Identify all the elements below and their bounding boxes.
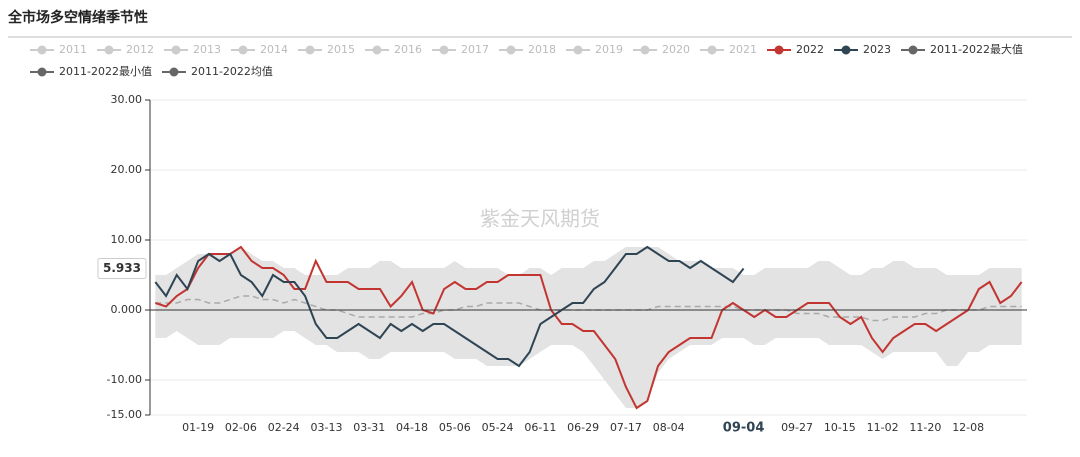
legend-item[interactable]: 2019 <box>566 43 623 56</box>
legend-item[interactable]: 2017 <box>432 43 489 56</box>
legend-label: 2016 <box>394 43 422 56</box>
legend-marker <box>841 45 851 55</box>
legend-marker <box>238 45 248 55</box>
legend-item[interactable]: 2022 <box>767 43 824 56</box>
legend-label: 2013 <box>193 43 221 56</box>
legend-marker <box>573 45 583 55</box>
legend-item[interactable]: 2021 <box>700 43 757 56</box>
x-tick-label: 02-06 <box>225 421 257 434</box>
x-tick-label: 12-08 <box>952 421 984 434</box>
legend-item[interactable]: 2011-2022最小值 <box>30 65 152 78</box>
legend-label: 2020 <box>662 43 690 56</box>
x-tick-label: 11-20 <box>909 421 941 434</box>
pointer-y-box <box>97 257 147 279</box>
legend-label: 2021 <box>729 43 757 56</box>
legend-item[interactable]: 2011-2022均值 <box>161 65 273 78</box>
legend-label: 2011-2022最小值 <box>59 65 152 78</box>
legend-marker <box>372 45 382 55</box>
legend-label: 2014 <box>260 43 288 56</box>
y-tick-label: 10.00 <box>111 233 143 246</box>
y-tick-label: 20.00 <box>111 163 143 176</box>
legend-item[interactable]: 2018 <box>499 43 556 56</box>
x-tick-label: 02-24 <box>268 421 300 434</box>
x-tick-label: 05-24 <box>482 421 514 434</box>
x-tick-label: 05-06 <box>439 421 471 434</box>
pointer-y-label: 5.933 <box>103 261 141 275</box>
legend-marker <box>171 45 181 55</box>
y-tick-label: 0.000 <box>111 303 143 316</box>
x-tick-label: 09-27 <box>781 421 813 434</box>
x-tick-label: 11-02 <box>867 421 899 434</box>
legend-item[interactable]: 2015 <box>298 43 355 56</box>
legend-label: 2018 <box>528 43 556 56</box>
legend-item[interactable]: 2011 <box>30 43 87 56</box>
legend-label: 2019 <box>595 43 623 56</box>
legend-marker <box>908 45 918 55</box>
legend-label: 2011-2022均值 <box>191 65 273 78</box>
legend-item[interactable]: 2013 <box>164 43 221 56</box>
legend-marker <box>707 45 717 55</box>
legend-marker <box>37 67 47 77</box>
pointer-x-label: 09-04 <box>723 421 765 436</box>
legend-label: 2022 <box>796 43 824 56</box>
legend-label: 2011 <box>59 43 87 56</box>
y-tick-label: -15.00 <box>107 408 142 421</box>
legend-marker <box>774 45 784 55</box>
x-tick-label: 08-04 <box>653 421 685 434</box>
x-tick-label: 06-29 <box>567 421 599 434</box>
legend-label: 2011-2022最大值 <box>930 42 1023 56</box>
legend-marker <box>640 45 650 55</box>
x-tick-label: 07-17 <box>610 421 642 434</box>
x-tick-label: 03-31 <box>353 421 385 434</box>
chart-title: 全市场多空情绪季节性 <box>7 9 148 26</box>
y-tick-label: 30.00 <box>111 93 143 106</box>
legend-marker <box>506 45 516 55</box>
legend-marker <box>439 45 449 55</box>
x-tick-label: 04-18 <box>396 421 428 434</box>
x-tick-label: 03-13 <box>310 421 342 434</box>
legend-item[interactable]: 2023 <box>834 43 891 56</box>
legend-marker <box>305 45 315 55</box>
legend-marker <box>169 67 179 77</box>
legend-item[interactable]: 2011-2022最大值 <box>901 42 1023 56</box>
x-tick-label: 06-11 <box>524 421 556 434</box>
legend-label: 2015 <box>327 43 355 56</box>
legend-item[interactable]: 2016 <box>365 43 422 56</box>
legend-marker <box>104 45 114 55</box>
legend-item[interactable]: 2014 <box>231 43 288 56</box>
legend-label: 2023 <box>863 43 891 56</box>
legend-item[interactable]: 2012 <box>97 43 154 56</box>
y-tick-label: -10.00 <box>107 373 142 386</box>
legend-marker <box>37 45 47 55</box>
x-tick-label: 01-19 <box>182 421 214 434</box>
legend-label: 2017 <box>461 43 489 56</box>
watermark: 紫金天风期货 <box>480 207 600 231</box>
range-area <box>155 247 1022 310</box>
range-area <box>155 310 1022 408</box>
legend-item[interactable]: 2020 <box>633 43 690 56</box>
series-line <box>154 245 745 368</box>
x-tick-label: 10-15 <box>824 421 856 434</box>
legend-label: 2012 <box>126 43 154 56</box>
